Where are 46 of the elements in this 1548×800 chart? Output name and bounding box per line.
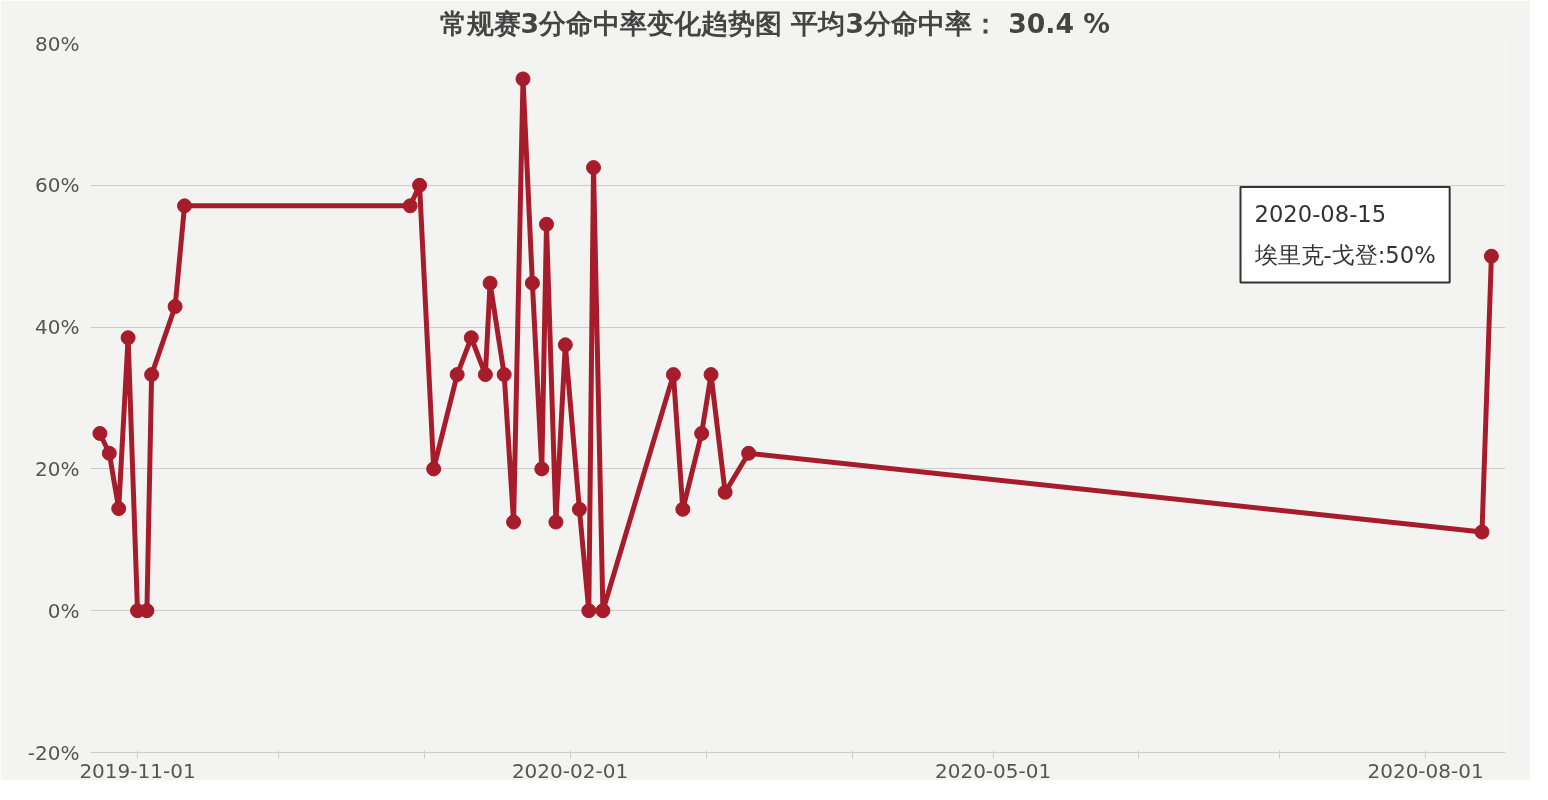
point <box>506 514 522 530</box>
point <box>111 501 127 517</box>
point <box>524 275 540 291</box>
point <box>426 461 442 477</box>
point <box>496 367 512 383</box>
point <box>92 425 108 441</box>
point <box>557 337 573 353</box>
x-tick-label: 2020-08-01 <box>1367 758 1484 783</box>
point <box>482 275 498 291</box>
point <box>534 461 550 477</box>
point <box>402 198 418 214</box>
point <box>477 367 493 383</box>
annotation: 2020-08-15 埃里克-戈登:50% <box>1253 200 1436 269</box>
point <box>463 330 479 346</box>
point <box>694 425 710 441</box>
y-tick-label: -20% <box>27 740 80 765</box>
point <box>144 367 160 383</box>
point <box>449 367 465 383</box>
point <box>167 299 183 315</box>
point <box>177 198 193 214</box>
y-tick-label: 80% <box>35 31 80 56</box>
point <box>675 501 691 517</box>
point <box>665 367 681 383</box>
y-tick-label: 0% <box>47 598 80 623</box>
point <box>120 330 136 346</box>
point <box>586 160 602 176</box>
point <box>1483 248 1499 264</box>
x-tick-label: 2019-11-01 <box>79 758 196 783</box>
point <box>595 603 611 619</box>
x-tick-label: 2020-02-01 <box>511 758 629 783</box>
point <box>412 177 428 193</box>
point <box>539 216 554 232</box>
y-tick-label: 60% <box>35 173 80 198</box>
point <box>741 445 757 461</box>
point <box>101 445 117 461</box>
point <box>703 367 719 383</box>
point <box>548 514 564 530</box>
chart-title: 常规赛3分命中率变化趋势图 平均3分命中率： 30.4 % <box>439 7 1111 39</box>
y-tick-label: 20% <box>35 456 80 481</box>
point <box>717 484 733 500</box>
point <box>571 501 587 517</box>
point <box>1474 524 1490 540</box>
x-tick-label: 2020-05-01 <box>934 758 1052 783</box>
point <box>515 71 531 87</box>
y-tick-label: 40% <box>35 315 80 340</box>
point <box>581 603 597 619</box>
